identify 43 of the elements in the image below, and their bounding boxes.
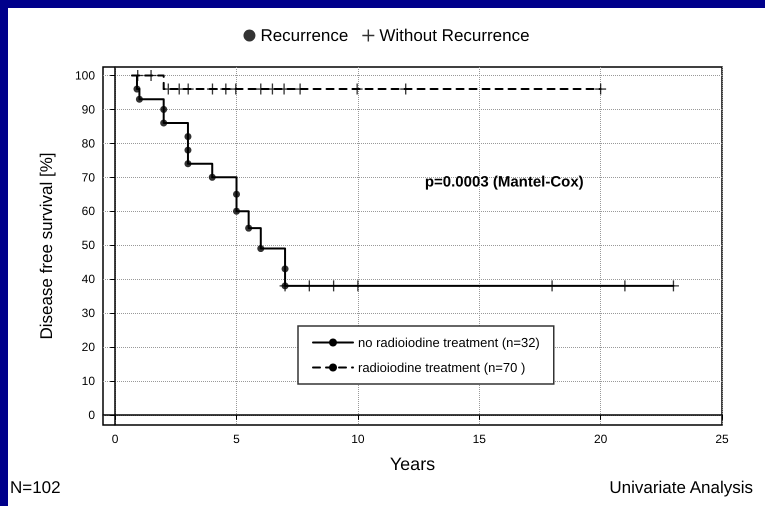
point: [182, 84, 194, 95]
legend-label: Recurrence: [260, 26, 348, 45]
x-tick-label: 20: [594, 432, 608, 446]
text: Univariate Analysis: [609, 478, 753, 498]
x-tick-label: 0: [112, 432, 119, 446]
point: [352, 84, 363, 95]
y-tick-label: 80: [82, 136, 96, 150]
point: [282, 265, 289, 272]
point: [136, 96, 143, 103]
y-tick-label: 0: [88, 408, 96, 422]
x-tick-label: 10: [351, 432, 365, 446]
point: [184, 160, 192, 168]
y-tick-label: 70: [82, 170, 96, 184]
y-tick-label: 10: [82, 374, 96, 388]
point: [233, 208, 240, 215]
y-tick-label: 20: [82, 340, 96, 354]
point: [220, 84, 232, 95]
point: [133, 86, 140, 93]
y-tick-label: 90: [82, 102, 96, 116]
x-axis-title: Years: [390, 454, 436, 474]
y-tick-label: 100: [74, 68, 96, 82]
annotation: p=0.0003 (Mantel-Cox): [424, 173, 584, 190]
point: [160, 119, 168, 126]
text: N=102: [10, 478, 61, 498]
legend-label: no radioiodine treatment (n=32): [358, 335, 540, 350]
point: [184, 133, 192, 140]
y-tick-label: 50: [82, 238, 96, 252]
x-tick-label: 25: [715, 432, 729, 446]
point: [233, 190, 240, 198]
point: [257, 245, 264, 252]
point: [595, 84, 606, 95]
legend-label: radioiodine treatment (n=70 ): [358, 360, 526, 375]
legend-label: Without Recurrence: [379, 26, 530, 45]
x-tick-label: 5: [233, 432, 240, 446]
point: [208, 174, 216, 181]
y-tick-label: 60: [82, 204, 96, 218]
y-tick-label: 30: [82, 306, 96, 320]
point: [245, 224, 252, 232]
point: [184, 146, 192, 154]
y-tick-label: 40: [82, 272, 96, 286]
point: [160, 106, 168, 113]
x-tick-label: 15: [472, 432, 486, 446]
y-axis-title: Disease free survival [%]: [37, 152, 56, 340]
